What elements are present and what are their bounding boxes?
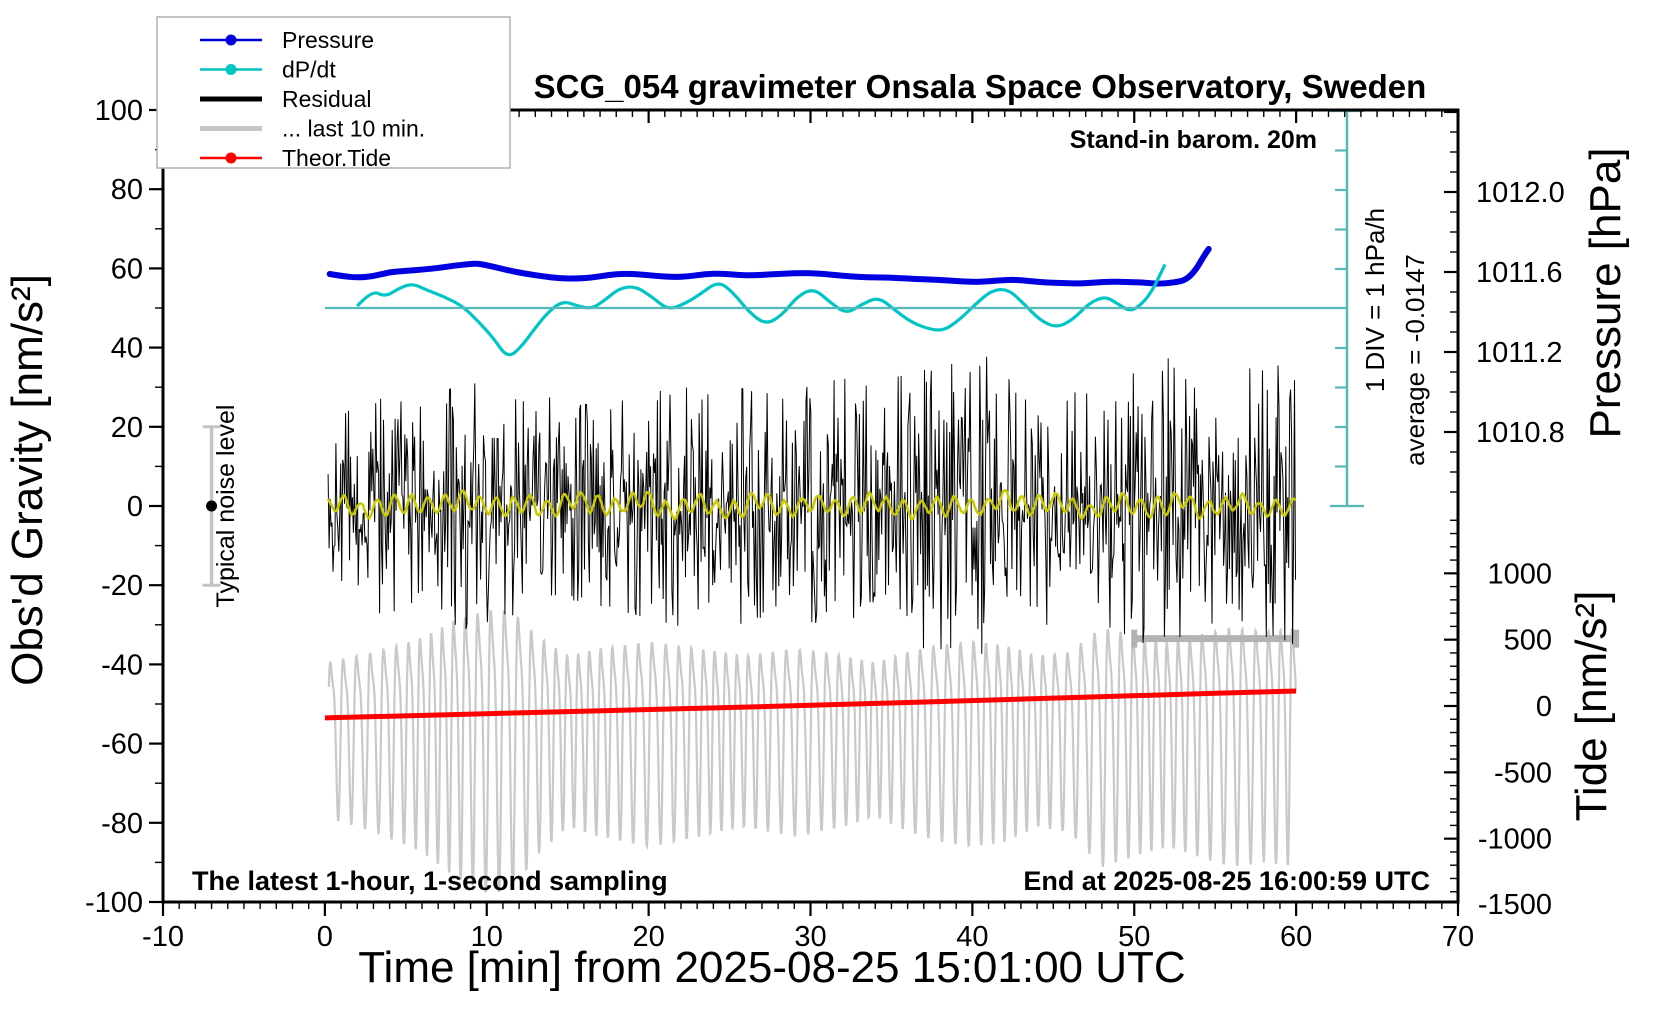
- residual-curve: [327, 356, 1296, 654]
- x-axis-title: Time [min] from 2025-08-25 15:01:00 UTC: [358, 943, 1185, 992]
- tide-tick-label: 0: [1536, 691, 1552, 723]
- x-tick-label: 20: [632, 921, 664, 953]
- axes-layer: -10 0 10 20 30 40 50 60 70100806040200-20-40-60-…: [85, 95, 1565, 953]
- pressure-tick-label: 1012.0: [1476, 177, 1565, 209]
- x-tick-label: 60: [1280, 921, 1312, 953]
- gravity-tick-label: -40: [101, 649, 143, 681]
- x-tick-label: 70: [1442, 921, 1474, 953]
- curves-layer: [324, 246, 1300, 893]
- pressure-curve: [326, 246, 1212, 287]
- gravity-axis-title: Obs'd Gravity [nm/s²]: [3, 274, 52, 686]
- x-tick-label: 50: [1118, 921, 1150, 953]
- legend-swatch-dot: [225, 64, 237, 75]
- page-title: SCG_054 gravimeter Onsala Space Observat…: [534, 68, 1427, 105]
- pressure-tick-label: 1010.8: [1476, 417, 1565, 449]
- legend-swatch-dot: [225, 152, 237, 164]
- gravity-tick-label: -20: [101, 570, 143, 602]
- sampling-note: The latest 1-hour, 1-second sampling: [192, 866, 668, 896]
- gravity-tick-label: 40: [111, 333, 143, 365]
- legend: Pressure dP/dt Residual ... last 10 min. The…: [156, 16, 511, 171]
- gravity-tick-label: 0: [127, 491, 143, 523]
- x-tick-label: 0: [317, 921, 333, 953]
- tide-tick-label: -1000: [1478, 824, 1552, 856]
- gravity-tick-label: 60: [111, 253, 143, 285]
- legend-item-label: Pressure: [282, 27, 374, 53]
- reference-layer: [202, 109, 1364, 587]
- end-time-note: End at 2025-08-25 16:00:59 UTC: [1023, 866, 1430, 896]
- residual-smoothed-curve: [326, 488, 1297, 521]
- gravity-tick-label: -100: [85, 887, 143, 919]
- x-tick-label: 10: [471, 921, 503, 953]
- tide-tick-label: 1000: [1487, 558, 1552, 590]
- legend-item-label: Residual: [282, 86, 372, 112]
- x-tick-label: 40: [956, 921, 988, 953]
- x-tick-label: 30: [794, 921, 826, 953]
- div-scale-label: 1 DIV = 1 hPa/h: [1360, 208, 1390, 392]
- stand-in-barometer-note: Stand-in barom. 20m: [1070, 126, 1317, 154]
- legend-item-label: ... last 10 min.: [282, 116, 425, 142]
- x-tick-label: -10: [142, 921, 184, 953]
- gravity-tick-label: 100: [95, 95, 143, 127]
- tide-tick-label: 500: [1504, 625, 1552, 657]
- legend-item-label: dP/dt: [282, 57, 336, 83]
- average-label: average = -0.0147: [1400, 254, 1430, 466]
- legend-swatch-dot: [225, 34, 237, 46]
- tide-axis-title: Tide [nm/s²]: [1567, 591, 1616, 822]
- theor-tide-curve: [324, 688, 1297, 721]
- legend-item-label: Theor.Tide: [282, 145, 391, 171]
- legend-box: [156, 16, 511, 169]
- pressure-tick-label: 1011.2: [1476, 337, 1563, 369]
- gravity-tick-label: 20: [111, 412, 143, 444]
- noise-level-dot: [206, 500, 218, 512]
- pressure-tick-label: 1011.6: [1476, 257, 1563, 289]
- tide-tick-label: -1500: [1478, 889, 1552, 921]
- last10min-curve: [327, 609, 1297, 893]
- gravity-tick-label: -60: [101, 729, 143, 761]
- noise-level-label: Typical noise level: [212, 405, 240, 608]
- tide-tick-label: -500: [1494, 757, 1552, 789]
- gravity-tick-label: -80: [101, 808, 143, 840]
- gravity-tick-label: 80: [111, 174, 143, 206]
- dpdt-curve: [356, 263, 1167, 357]
- pressure-axis-title: Pressure [hPa]: [1581, 147, 1630, 438]
